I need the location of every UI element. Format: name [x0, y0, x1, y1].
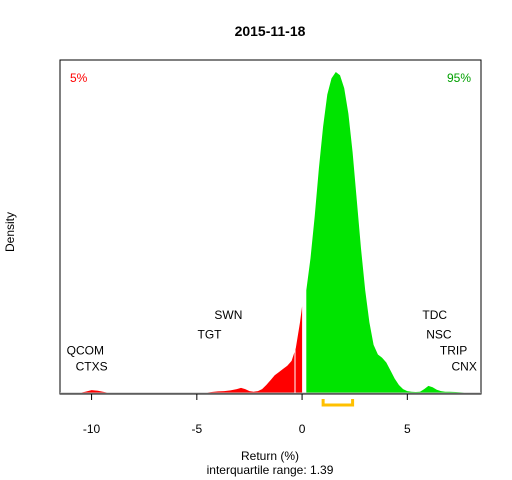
ticker-label-qcom: QCOM [67, 344, 104, 358]
positive-density-area [306, 72, 475, 393]
x-axis: -10 -5 0 5 [83, 393, 411, 436]
subtitle: interquartile range: 1.39 [207, 463, 334, 477]
x-tick-label: -10 [83, 422, 101, 436]
ticker-label-trip: TRIP [440, 344, 467, 358]
ticker-label-tgt: TGT [198, 327, 223, 341]
quantile-label-low: 5% [70, 71, 88, 85]
ticker-labels: QCOM CTXS SWN TGT TDC NSC TRIP CNX [67, 308, 477, 373]
y-axis-label: Density [3, 212, 17, 252]
iqr-bracket [321, 399, 355, 407]
quantile-label-high: 95% [447, 71, 471, 85]
ticker-label-nsc: NSC [426, 327, 452, 341]
ticker-label-ctxs: CTXS [76, 360, 108, 374]
quantile-labels: 5% 95% [70, 71, 471, 85]
x-tick-label: 5 [404, 422, 411, 436]
ticker-label-cnx: CNX [452, 360, 477, 374]
plot-frame [59, 59, 482, 395]
ticker-label-swn: SWN [214, 308, 242, 322]
negative-density-area [78, 306, 303, 393]
chart-title: 2015-11-18 [235, 23, 306, 39]
x-tick-label: 0 [299, 422, 306, 436]
x-axis-label: Return (%) [241, 449, 299, 463]
density-areas [78, 72, 475, 393]
iqr-bracket-line [321, 399, 355, 407]
x-tick-label: -5 [191, 422, 202, 436]
ticker-label-tdc: TDC [422, 308, 447, 322]
